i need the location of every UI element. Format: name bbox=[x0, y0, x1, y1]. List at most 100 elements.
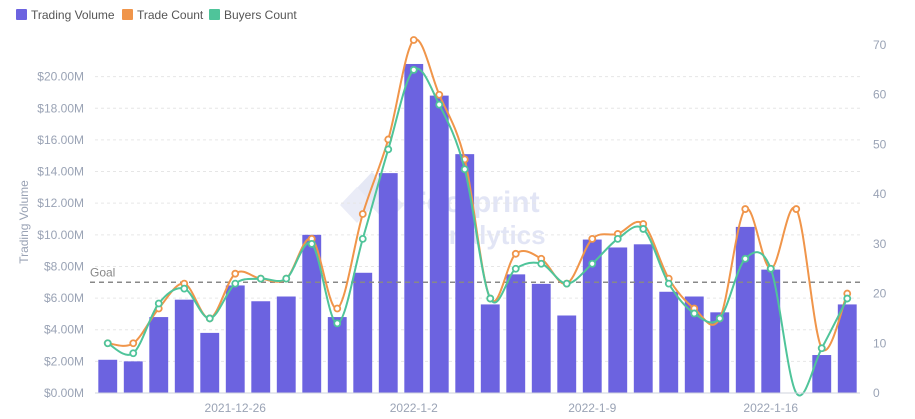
y-right-tick-label: 10 bbox=[873, 336, 887, 350]
buyers-count-point[interactable] bbox=[613, 234, 622, 243]
y-left-tick-label: $14.00M bbox=[37, 165, 84, 179]
y-left-tick-label: $0.00M bbox=[44, 386, 84, 400]
buyers-count-point[interactable] bbox=[231, 279, 240, 288]
buyers-count-point[interactable] bbox=[358, 234, 367, 243]
buyers-count-point[interactable] bbox=[282, 274, 291, 283]
buyers-count-point[interactable] bbox=[588, 259, 597, 268]
buyers-count-point[interactable] bbox=[664, 279, 673, 288]
volume-bar[interactable] bbox=[276, 296, 296, 393]
volume-bar[interactable] bbox=[429, 95, 449, 394]
trade-count-point[interactable] bbox=[435, 90, 444, 99]
legend-swatch-trading-volume bbox=[16, 9, 27, 20]
buyers-count-point[interactable] bbox=[817, 344, 826, 353]
buyers-count-point[interactable] bbox=[766, 264, 775, 273]
volume-bar[interactable] bbox=[582, 239, 602, 393]
volume-bar[interactable] bbox=[761, 269, 781, 393]
volume-bar[interactable] bbox=[353, 272, 373, 393]
volume-bar[interactable] bbox=[684, 296, 704, 393]
y-left-tick-label: $6.00M bbox=[44, 291, 84, 305]
buyers-count-point[interactable] bbox=[409, 65, 418, 74]
buyers-count-point[interactable] bbox=[460, 165, 469, 174]
legend-item-trade-count[interactable]: Trade Count bbox=[122, 8, 204, 22]
y-left-tick-label: $2.00M bbox=[44, 354, 84, 368]
trade-count-point[interactable] bbox=[792, 205, 801, 213]
volume-bar[interactable] bbox=[251, 301, 271, 393]
volume-bar[interactable] bbox=[123, 361, 143, 393]
buyers-count-point[interactable] bbox=[256, 274, 265, 283]
bar-layer bbox=[98, 63, 857, 394]
volume-bar[interactable] bbox=[404, 63, 424, 394]
volume-bar[interactable] bbox=[557, 315, 577, 393]
trade-count-point[interactable] bbox=[741, 205, 750, 213]
volume-bar[interactable] bbox=[531, 283, 551, 393]
volume-bar[interactable] bbox=[327, 317, 347, 393]
y-right-tick-label: 20 bbox=[873, 287, 887, 301]
legend-label-trade-count: Trade Count bbox=[137, 8, 204, 22]
buyers-count-point[interactable] bbox=[690, 309, 699, 318]
trade-count-point[interactable] bbox=[588, 234, 597, 243]
volume-bar[interactable] bbox=[174, 299, 194, 393]
buyers-count-point[interactable] bbox=[562, 279, 571, 288]
volume-bar[interactable] bbox=[302, 234, 322, 393]
volume-bar[interactable] bbox=[735, 226, 755, 393]
volume-bar[interactable] bbox=[837, 304, 857, 393]
buyers-count-point[interactable] bbox=[843, 294, 852, 303]
trade-count-point[interactable] bbox=[333, 304, 342, 313]
buyers-count-point[interactable] bbox=[384, 145, 393, 154]
buyers-count-point[interactable] bbox=[180, 284, 189, 293]
trade-count-point[interactable] bbox=[129, 339, 138, 348]
volume-bar[interactable] bbox=[608, 247, 628, 393]
legend-label-trading-volume: Trading Volume bbox=[31, 8, 115, 22]
buyers-count-point[interactable] bbox=[741, 254, 750, 263]
volume-bar[interactable] bbox=[659, 291, 679, 393]
buyers-count-point[interactable] bbox=[486, 294, 495, 303]
goal-label: Goal bbox=[90, 265, 115, 279]
y-right-tick-label: 30 bbox=[873, 237, 887, 251]
buyers-count-point[interactable] bbox=[205, 314, 214, 323]
buyers-count-point[interactable] bbox=[511, 264, 520, 273]
y-right-tick-label: 50 bbox=[873, 137, 887, 151]
volume-bar[interactable] bbox=[633, 244, 653, 393]
buyers-count-point[interactable] bbox=[715, 314, 724, 323]
volume-bar[interactable] bbox=[480, 304, 500, 393]
y-left-tick-label: $12.00M bbox=[37, 196, 84, 210]
volume-bar[interactable] bbox=[506, 274, 526, 393]
legend-swatch-buyers-count bbox=[209, 9, 220, 20]
volume-bar[interactable] bbox=[812, 355, 832, 393]
trade-count-point[interactable] bbox=[409, 36, 418, 44]
legend-item-trading-volume[interactable]: Trading Volume bbox=[16, 8, 115, 22]
buyers-count-point[interactable] bbox=[435, 100, 444, 109]
legend-label-buyers-count: Buyers Count bbox=[224, 8, 297, 22]
volume-bar[interactable] bbox=[149, 317, 169, 393]
buyers-count-point[interactable] bbox=[129, 349, 138, 358]
goal-layer: Goal bbox=[90, 265, 860, 284]
buyers-count-point[interactable] bbox=[103, 339, 112, 348]
axis-layer: $0.00M $2.00M $4.00M $6.00M $8.00M $10.00M $12… bbox=[37, 38, 886, 415]
buyers-count-point[interactable] bbox=[307, 239, 316, 248]
x-tick-label: 2022-1-2 bbox=[390, 401, 438, 415]
x-tick-label: 2021-12-26 bbox=[205, 401, 267, 415]
y-left-tick-label: $18.00M bbox=[37, 101, 84, 115]
buyers-count-point[interactable] bbox=[154, 299, 163, 308]
line-layer bbox=[103, 36, 852, 397]
trade-count-point[interactable] bbox=[358, 210, 367, 218]
volume-bar[interactable] bbox=[200, 332, 220, 393]
volume-bar[interactable] bbox=[710, 312, 730, 393]
volume-bar[interactable] bbox=[225, 285, 245, 393]
legend: Trading Volume Trade Count Buyers Count bbox=[16, 8, 297, 22]
legend-item-buyers-count[interactable]: Buyers Count bbox=[209, 8, 297, 22]
volume-bar[interactable] bbox=[98, 359, 118, 393]
buyers-count-point[interactable] bbox=[537, 259, 546, 268]
buyers-count-point[interactable] bbox=[333, 319, 342, 328]
y-right-tick-label: 40 bbox=[873, 187, 887, 201]
trade-count-point[interactable] bbox=[511, 249, 520, 258]
buyers-count-point[interactable] bbox=[639, 225, 648, 233]
x-tick-label: 2022-1-9 bbox=[568, 401, 616, 415]
y-left-tick-label: $8.00M bbox=[44, 259, 84, 273]
legend-swatch-trade-count bbox=[122, 9, 133, 20]
volume-bar[interactable] bbox=[455, 154, 475, 393]
volume-bar[interactable] bbox=[378, 173, 398, 393]
trade-count-point[interactable] bbox=[231, 269, 240, 278]
